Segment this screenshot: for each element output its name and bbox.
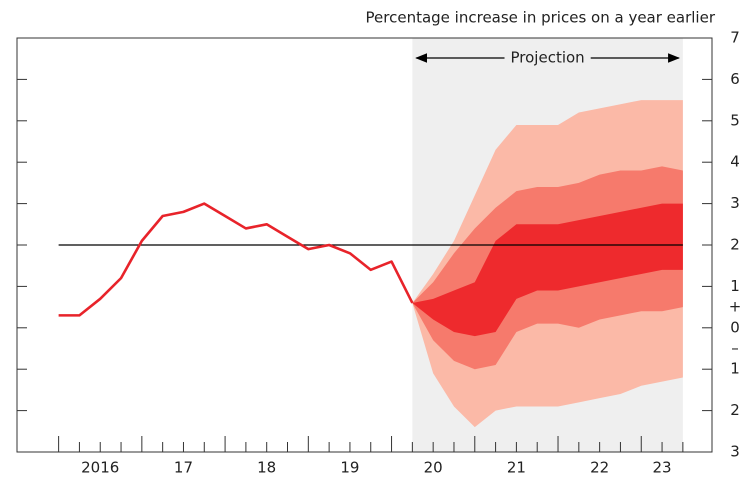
chart-title: Percentage increase in prices on a year …	[366, 9, 716, 27]
y-tick-label: 5	[730, 111, 740, 129]
y-tick-label: 3	[730, 443, 740, 461]
projection-label: Projection	[511, 49, 585, 67]
y-tick-label: 2	[730, 236, 740, 254]
y-tick-label: 7	[730, 29, 740, 47]
x-tick-label: 18	[257, 459, 276, 477]
x-tick-label: 17	[174, 459, 193, 477]
x-tick-label: 19	[340, 459, 359, 477]
x-tick-label: 20	[424, 459, 443, 477]
y-tick-label: 0	[730, 318, 740, 336]
y-tick-label: 6	[730, 70, 740, 88]
y-tick-label: 2	[730, 401, 740, 419]
x-tick-label: 21	[507, 459, 526, 477]
sign-label: –	[731, 339, 739, 357]
history-line	[58, 202, 414, 317]
y-tick-label: 1	[730, 277, 740, 295]
y-tick-label: 4	[730, 153, 740, 171]
y-tick-label: 1	[730, 360, 740, 378]
sign-label: +	[729, 298, 742, 316]
x-tick-label: 22	[590, 459, 609, 477]
y-tick-label: 3	[730, 194, 740, 212]
x-tick-label: 23	[653, 459, 672, 477]
fan-band	[412, 203, 683, 337]
x-tick-label: 2016	[81, 459, 119, 477]
